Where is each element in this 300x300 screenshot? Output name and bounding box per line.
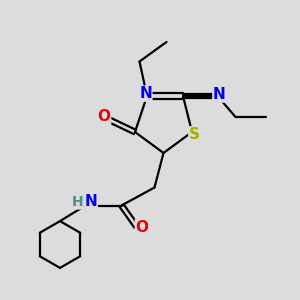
Text: O: O [98, 109, 111, 124]
Text: S: S [189, 127, 200, 142]
Text: N: N [139, 86, 152, 101]
Text: H: H [72, 195, 83, 209]
Text: N: N [213, 87, 226, 102]
Text: N: N [85, 194, 97, 209]
Text: O: O [135, 220, 148, 235]
